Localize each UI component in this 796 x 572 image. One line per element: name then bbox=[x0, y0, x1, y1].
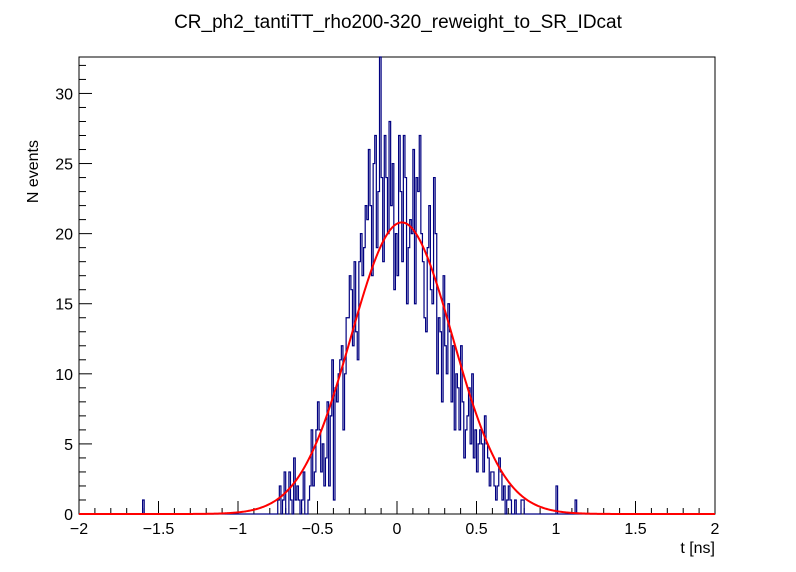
y-tick-label: 15 bbox=[55, 297, 73, 314]
x-tick-label: 0 bbox=[393, 521, 402, 538]
x-tick-labels: −2 −1.5 −1 −0.5 0 0.5 1 1.5 2 bbox=[70, 521, 720, 538]
y-tick-label: 20 bbox=[55, 227, 73, 244]
x-tick-label: −1.5 bbox=[143, 521, 175, 538]
x-tick-label: 0.5 bbox=[465, 521, 487, 538]
gaussian-fit-series bbox=[79, 221, 715, 515]
y-tick-label: 10 bbox=[55, 367, 73, 384]
x-tick-label: −0.5 bbox=[302, 521, 334, 538]
x-tick-label: 1 bbox=[552, 521, 561, 538]
x-axis-label: t [ns] bbox=[680, 540, 715, 557]
x-tick-label: 1.5 bbox=[624, 521, 646, 538]
x-tick-label: −1 bbox=[229, 521, 247, 538]
histogram-series bbox=[79, 56, 715, 515]
y-tick-labels: 0 5 10 15 20 25 30 bbox=[55, 86, 73, 524]
axes bbox=[78, 56, 716, 515]
y-axis-label: N events bbox=[25, 140, 42, 203]
x-tick-label: 2 bbox=[711, 521, 720, 538]
x-tick-label: −2 bbox=[70, 521, 88, 538]
y-tick-label: 25 bbox=[55, 157, 73, 174]
plot-marks bbox=[79, 56, 715, 515]
y-tick-label: 30 bbox=[55, 86, 73, 103]
y-tick-label: 0 bbox=[64, 507, 73, 524]
chart-title: CR_ph2_tantiTT_rho200-320_reweight_to_SR… bbox=[174, 12, 623, 33]
y-tick-label: 5 bbox=[64, 437, 73, 454]
plot-frame bbox=[78, 56, 716, 515]
